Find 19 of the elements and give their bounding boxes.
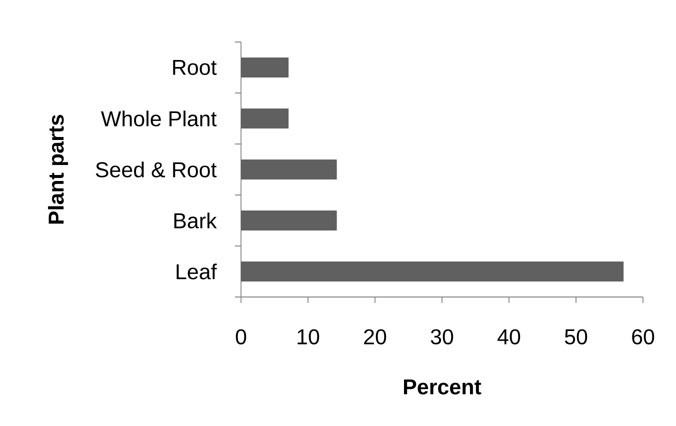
bar <box>241 108 289 129</box>
x-tick-label: 30 <box>430 329 454 344</box>
bar <box>241 160 337 180</box>
x-tick-label: 60 <box>632 329 654 344</box>
y-tick-label: Leaf <box>176 264 217 280</box>
x-tick-label: 50 <box>564 329 588 344</box>
x-tick-label: 40 <box>498 329 520 344</box>
y-tick-label: Seed & Root <box>96 162 217 178</box>
bar <box>241 210 337 231</box>
x-tick-label: 10 <box>298 329 320 344</box>
x-tick-label: 0 <box>236 329 246 344</box>
y-tick-label: Whole Plant <box>100 110 217 126</box>
x-axis-title: Percent <box>404 379 482 394</box>
y-axis-title: Plant parts <box>48 114 68 224</box>
y-tick-label: Root <box>173 60 217 75</box>
y-tick-label: Bark <box>174 212 217 228</box>
bar <box>241 58 289 78</box>
x-tick-label: 20 <box>364 329 386 344</box>
bar <box>241 262 624 282</box>
